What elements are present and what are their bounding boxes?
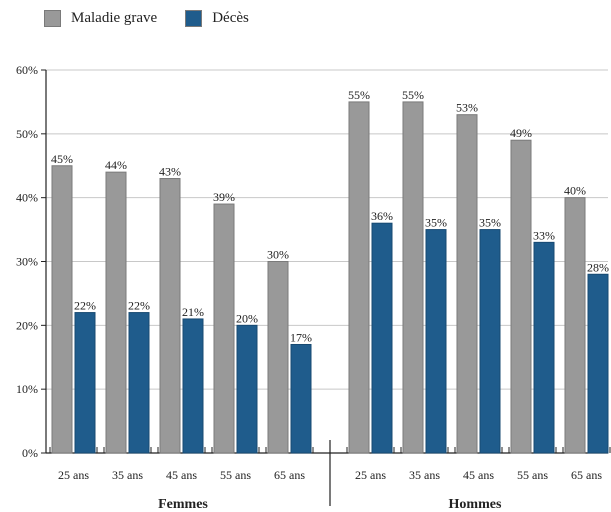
bar-value-label: 43% [159,165,181,179]
bar-value-label: 28% [587,260,609,274]
legend: Maladie grave Décès [44,10,277,27]
x-category-label: 35 ans [409,468,440,482]
x-category-label: 45 ans [166,468,197,482]
y-tick-label: 50% [16,127,38,141]
bar-maladie-grave [51,165,73,454]
x-category-label: 65 ans [274,468,305,482]
bar-value-label: 21% [182,305,204,319]
bar-deces [290,343,312,454]
bar-deces [371,222,393,454]
bar-value-label: 35% [425,216,447,230]
bar-maladie-grave [456,114,478,454]
bar-value-label: 49% [510,126,532,140]
bar-value-label: 44% [105,158,127,172]
group-label: Femmes [158,497,208,512]
x-category-label: 25 ans [58,468,89,482]
bar-value-label: 35% [479,216,501,230]
bar-value-label: 20% [236,311,258,325]
x-category-label: 65 ans [571,468,602,482]
y-tick-label: 10% [16,382,38,396]
bar-maladie-grave [348,101,370,454]
bar-maladie-grave [402,101,424,454]
bar-deces [587,273,609,454]
y-tick-label: 0% [22,446,38,460]
y-tick-label: 60% [16,63,38,77]
bar-maladie-grave [159,178,181,454]
bar-maladie-grave [105,171,127,454]
y-tick-label: 30% [16,255,38,269]
x-category-label: 25 ans [355,468,386,482]
bar-value-label: 55% [348,88,370,102]
bar-value-label: 40% [564,184,586,198]
bar-deces [182,318,204,454]
bar-maladie-grave [564,197,586,454]
bar-value-label: 45% [51,152,73,166]
x-category-label: 45 ans [463,468,494,482]
x-category-label: 55 ans [220,468,251,482]
y-tick-label: 40% [16,191,38,205]
y-tick-label: 20% [16,318,38,332]
bar-value-label: 55% [402,88,424,102]
legend-swatch-deces [185,10,203,27]
bar-value-label: 22% [74,299,96,313]
bar-deces [74,312,96,454]
bar-value-label: 17% [290,330,312,344]
bar-value-label: 36% [371,209,393,223]
group-label: Hommes [449,497,502,512]
bar-deces [479,229,501,454]
x-category-label: 35 ans [112,468,143,482]
bar-maladie-grave [213,203,235,454]
legend-item-deces: Décès [185,10,249,27]
bar-deces [425,229,447,454]
bar-value-label: 30% [267,248,289,262]
bar-maladie-grave [267,261,289,454]
bar-deces [236,324,258,454]
bar-maladie-grave [510,139,532,454]
bar-value-label: 22% [128,299,150,313]
x-category-label: 55 ans [517,468,548,482]
legend-label-maladie-grave: Maladie grave [71,10,158,26]
bar-value-label: 33% [533,228,555,242]
legend-item-maladie-grave: Maladie grave [44,10,157,27]
legend-swatch-maladie-grave [44,10,61,27]
legend-label-deces: Décès [212,10,249,26]
bar-value-label: 39% [213,190,235,204]
bar-value-label: 53% [456,101,478,115]
bar-deces [128,312,150,454]
bar-deces [533,241,555,454]
